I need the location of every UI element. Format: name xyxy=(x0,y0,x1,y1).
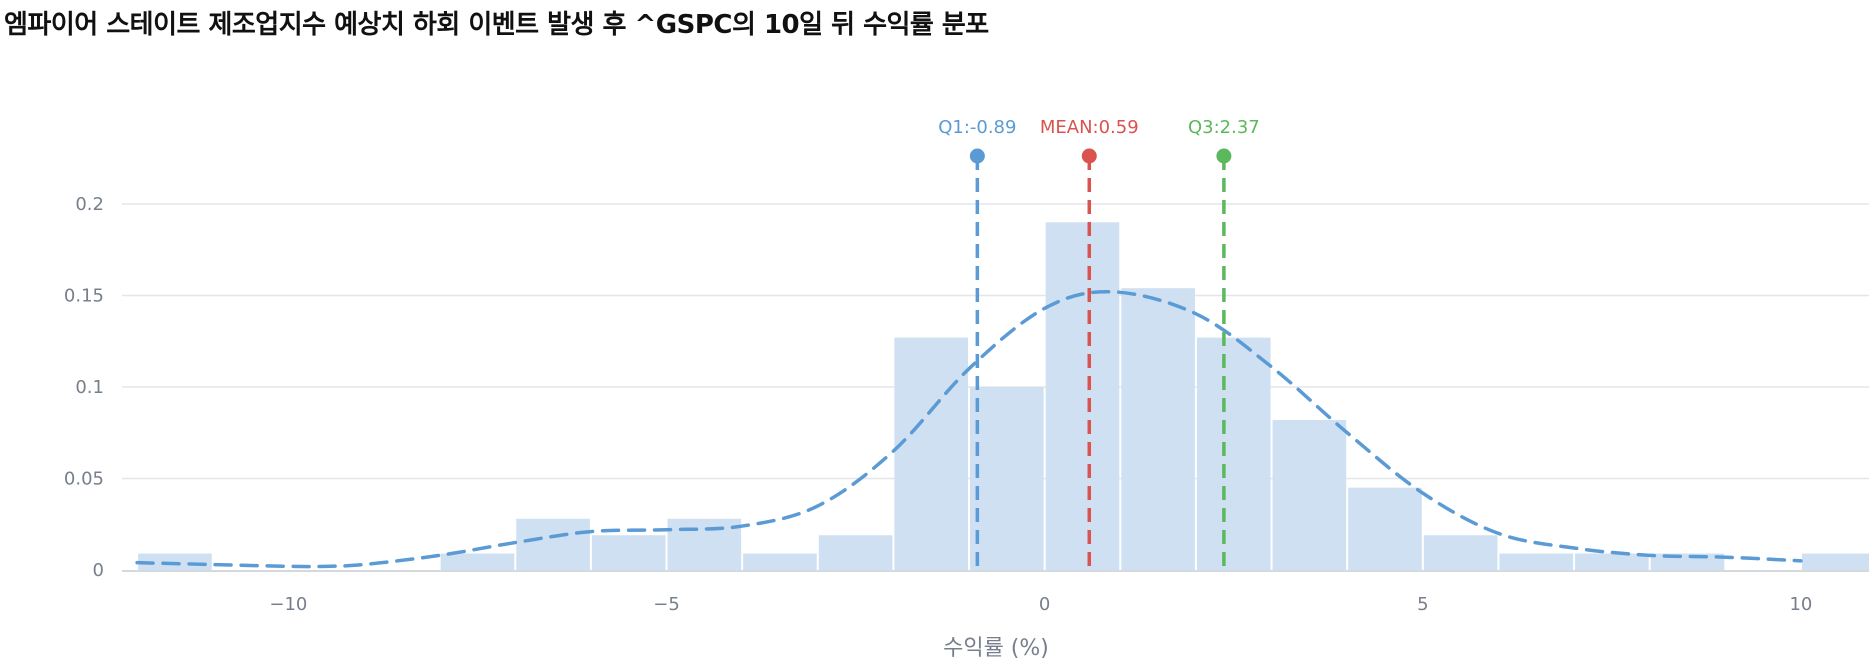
y-tick-label: 0.2 xyxy=(75,194,104,215)
y-tick-label: 0 xyxy=(93,560,104,581)
histogram-bar xyxy=(1348,487,1422,570)
histogram-bar xyxy=(1272,419,1347,570)
x-tick-label: −10 xyxy=(269,594,307,615)
x-axis-title: 수익률 (%) xyxy=(943,636,1049,661)
kde-line xyxy=(135,289,1803,569)
q3-marker-label: Q3:2.37 xyxy=(1188,117,1260,138)
q3-marker-dot xyxy=(1216,148,1232,164)
x-tick-label: 5 xyxy=(1417,594,1428,615)
chart-title: 엠파이어 스테이트 제조업지수 예상치 하회 이벤트 발생 후 ^GSPC의 1… xyxy=(4,10,989,40)
y-tick-label: 0.05 xyxy=(64,469,104,490)
histogram-bar xyxy=(667,518,742,570)
histogram-bar xyxy=(591,535,666,570)
histogram-bar xyxy=(894,337,969,570)
histogram-bar xyxy=(818,535,893,570)
mean-marker-dot xyxy=(1081,148,1097,164)
histogram-bar xyxy=(743,553,817,570)
y-tick-label: 0.15 xyxy=(64,286,104,307)
histogram-bar xyxy=(1499,553,1574,570)
histogram-bar xyxy=(1196,337,1271,570)
density-curve xyxy=(135,289,1803,569)
q1-marker-dot xyxy=(969,148,985,164)
x-tick-label: −5 xyxy=(653,594,680,615)
histogram-bar xyxy=(970,387,1044,570)
histogram-bar xyxy=(1801,553,1869,570)
histogram-bar xyxy=(1423,535,1498,570)
histogram-bar xyxy=(516,518,590,570)
histogram-bar xyxy=(1650,553,1725,570)
histogram-bar xyxy=(1575,553,1649,570)
x-tick-label: 0 xyxy=(1039,594,1050,615)
histogram-bar xyxy=(1121,288,1195,570)
stat-markers: Q1:-0.89 MEAN:0.59 Q3:2.37 xyxy=(938,117,1260,570)
y-tick-label: 0.1 xyxy=(75,377,104,398)
histogram-bar xyxy=(138,553,212,570)
histogram-bar xyxy=(440,553,515,570)
histogram-bar xyxy=(1045,222,1120,571)
x-tick-label: 10 xyxy=(1789,594,1812,615)
tick-labels: 0 0.05 0.1 0.15 0.2 −10 −5 0 5 10 xyxy=(64,194,1812,615)
q1-marker-label: Q1:-0.89 xyxy=(938,117,1016,138)
histogram-bars xyxy=(138,222,1869,571)
mean-marker-label: MEAN:0.59 xyxy=(1040,117,1139,138)
